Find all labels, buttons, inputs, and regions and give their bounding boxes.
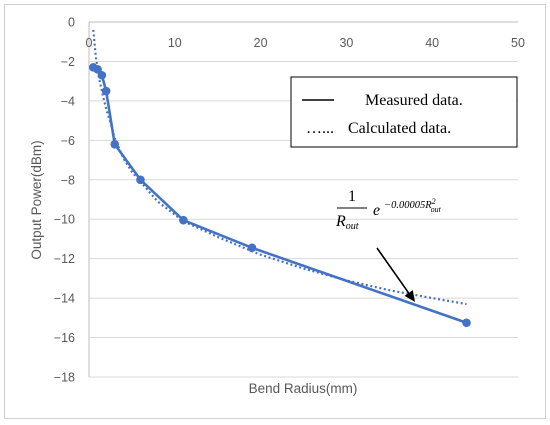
legend: Measured data. …... Calculated data. (290, 76, 518, 148)
y-tick-label: −2 (61, 55, 75, 69)
x-tick-label: 0 (86, 36, 93, 50)
formula-exponent-main: −0.00005R (384, 200, 432, 211)
x-tick-label: 20 (254, 36, 268, 50)
y-tick-label: −4 (61, 94, 75, 108)
y-tick-label: 0 (68, 16, 75, 30)
formula-denominator-r: R (335, 213, 346, 230)
legend-measured-label: Measured data. (365, 92, 463, 109)
formula-exponent: −0.00005R2 out (384, 197, 442, 214)
measured-data-point (247, 243, 257, 253)
chart-frame (4, 4, 546, 419)
y-tick-label: −14 (54, 292, 75, 306)
legend-calculated-prefix: …... (306, 120, 334, 137)
x-tick-label: 30 (339, 36, 353, 50)
formula-annotation: 1 Rout e −0.00005R2 out (335, 188, 442, 232)
annotation-arrow (376, 247, 416, 303)
x-tick-label: 50 (511, 36, 525, 50)
y-tick-label: −10 (54, 213, 75, 227)
y-axis-title: Output Power(dBm) (29, 140, 44, 259)
formula-denominator: Rout (335, 213, 359, 232)
x-tick-label: 10 (168, 36, 182, 50)
arrow-head (404, 290, 416, 303)
arrow-shaft (376, 247, 410, 294)
y-tick-label: −12 (54, 252, 75, 266)
measured-data-point (101, 86, 111, 96)
formula-denominator-sub: out (346, 221, 359, 232)
x-axis-title: Bend Radius(mm) (249, 381, 358, 396)
y-tick-label: −6 (61, 134, 75, 148)
measured-data-point (93, 65, 102, 74)
y-tick-labels: 0 −2 −4 −6 −8 −10 −12 −14 −16 −18 (54, 16, 75, 385)
formula-exp-base: e (373, 202, 380, 219)
legend-calculated-label: Calculated data. (348, 120, 451, 137)
legend-box (290, 76, 518, 148)
gridlines (88, 21, 518, 378)
y-tick-label: −16 (54, 331, 75, 345)
y-tick-label: −8 (61, 173, 75, 187)
measured-data-point (462, 318, 471, 328)
x-tick-labels: 0 10 20 30 40 50 (86, 36, 525, 50)
x-tick-label: 40 (425, 36, 439, 50)
formula-numerator: 1 (348, 188, 356, 205)
formula-exponent-sub: out (431, 205, 442, 214)
plot-area (88, 29, 471, 328)
formula-exponent-sup: 2 (432, 197, 436, 206)
y-tick-label: −18 (54, 371, 75, 385)
series-calculated-line (92, 29, 467, 306)
